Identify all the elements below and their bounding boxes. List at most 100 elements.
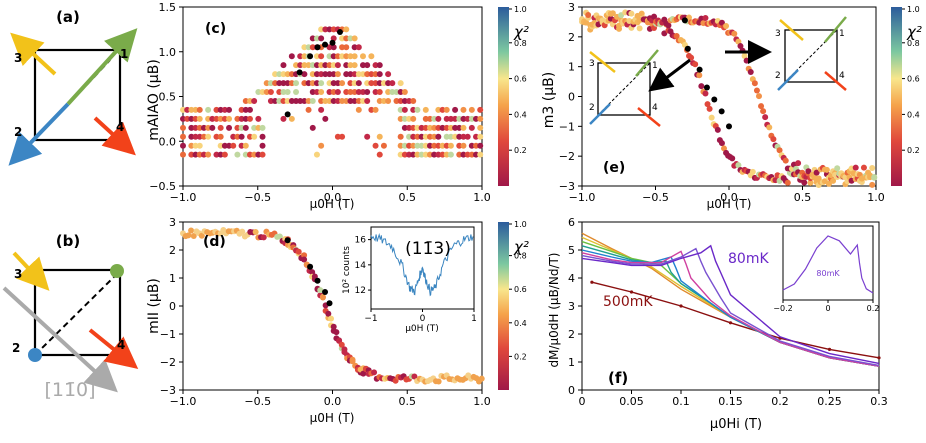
- data-point: [688, 54, 695, 61]
- data-point: [230, 142, 237, 149]
- data-point: [364, 80, 371, 87]
- x-tick-label: 0.2: [771, 395, 789, 408]
- corner-4-label-b: 4: [117, 338, 125, 352]
- direction-label: [11̄0]: [44, 379, 95, 401]
- data-point: [737, 43, 744, 50]
- data-point: [267, 80, 274, 87]
- data-point: [347, 97, 354, 104]
- data-point: [422, 151, 429, 158]
- panel-b: (b) 2 3 4 [11̄0]: [2, 232, 139, 401]
- data-point: [242, 151, 249, 158]
- best-fit-point: [307, 263, 314, 270]
- data-point: [260, 234, 267, 241]
- data-point: [309, 35, 316, 42]
- data-point: [852, 164, 859, 171]
- data-point: [313, 151, 320, 158]
- data-point: [376, 151, 383, 158]
- y-tick-label: −0.5: [149, 180, 176, 193]
- data-point: [355, 44, 362, 51]
- data-point: [414, 124, 421, 131]
- data-point: [313, 80, 320, 87]
- corner-2-label-b: 2: [12, 341, 20, 355]
- data-point: [317, 287, 324, 294]
- data-point: [318, 71, 325, 78]
- colorbar-c: [498, 7, 509, 186]
- best-fit-point: [284, 111, 291, 118]
- panel-f: 0 0.05 0.1 0.15 0.2 0.25 0.3 0 1 2 3 4 5 6 (f) μ0Hi (…: [547, 216, 888, 432]
- data-point: [347, 71, 354, 78]
- data-point: [359, 89, 366, 96]
- scatter-d: [180, 227, 485, 385]
- data-point: [200, 133, 207, 140]
- colorbar-e: [891, 7, 902, 186]
- ylabel-f: dM/μ0dH (μB/Nd/T): [547, 253, 561, 368]
- data-point: [456, 133, 463, 140]
- inset-x-tick-label: 0: [825, 304, 830, 313]
- data-point: [280, 115, 287, 122]
- data-point: [696, 72, 703, 79]
- data-point: [293, 97, 300, 104]
- direction-arrow: [2, 286, 118, 393]
- data-point: [339, 133, 346, 140]
- data-point: [284, 89, 291, 96]
- axes-f: 0 0.05 0.1 0.15 0.2 0.25 0.3 0 1 2 3 4 5 6: [568, 216, 888, 408]
- data-point: [238, 142, 245, 149]
- data-point: [860, 164, 867, 171]
- data-point: [830, 177, 837, 184]
- series-500mk-point: [827, 347, 832, 351]
- data-point: [477, 124, 484, 131]
- data-point: [776, 147, 783, 154]
- data-point: [351, 80, 358, 87]
- lines-f: [581, 232, 881, 367]
- data-point: [422, 133, 429, 140]
- data-point: [326, 26, 333, 33]
- data-point: [364, 62, 371, 69]
- data-point: [385, 71, 392, 78]
- data-point: [251, 97, 258, 104]
- data-point: [330, 89, 337, 96]
- data-point: [372, 62, 379, 69]
- data-point: [477, 106, 484, 113]
- data-point: [447, 142, 454, 149]
- data-point: [188, 115, 195, 122]
- y-tick-label: 0.5: [159, 91, 177, 104]
- data-point: [309, 62, 316, 69]
- data-point: [385, 89, 392, 96]
- data-point: [226, 142, 233, 149]
- data-point: [339, 53, 346, 60]
- data-point: [782, 157, 789, 164]
- data-point: [217, 142, 224, 149]
- data-point: [426, 142, 433, 149]
- label-500mk: 500mK: [603, 294, 653, 310]
- data-point: [414, 106, 421, 113]
- spin-4-arrow-b: [88, 328, 139, 370]
- data-point: [351, 71, 358, 78]
- data-point: [309, 89, 316, 96]
- x-tick-label: 0.5: [399, 395, 417, 408]
- data-point: [410, 106, 417, 113]
- best-fit-point: [718, 108, 725, 115]
- data-point: [209, 124, 216, 131]
- data-point: [473, 142, 480, 149]
- data-point: [411, 373, 418, 380]
- data-point: [184, 115, 191, 122]
- data-point: [393, 97, 400, 104]
- data-point: [431, 151, 438, 158]
- corner-1-label: 1: [120, 47, 128, 61]
- data-point: [192, 151, 199, 158]
- data-point: [238, 115, 245, 122]
- data-point: [869, 181, 876, 188]
- data-point: [280, 97, 287, 104]
- data-point: [217, 115, 224, 122]
- data-point: [318, 53, 325, 60]
- data-point: [431, 133, 438, 140]
- data-point: [478, 375, 485, 382]
- data-point: [401, 151, 408, 158]
- data-point: [305, 62, 312, 69]
- data-point: [205, 151, 212, 158]
- data-point: [368, 71, 375, 78]
- data-point: [319, 294, 326, 301]
- data-point: [242, 97, 249, 104]
- data-point: [723, 23, 730, 30]
